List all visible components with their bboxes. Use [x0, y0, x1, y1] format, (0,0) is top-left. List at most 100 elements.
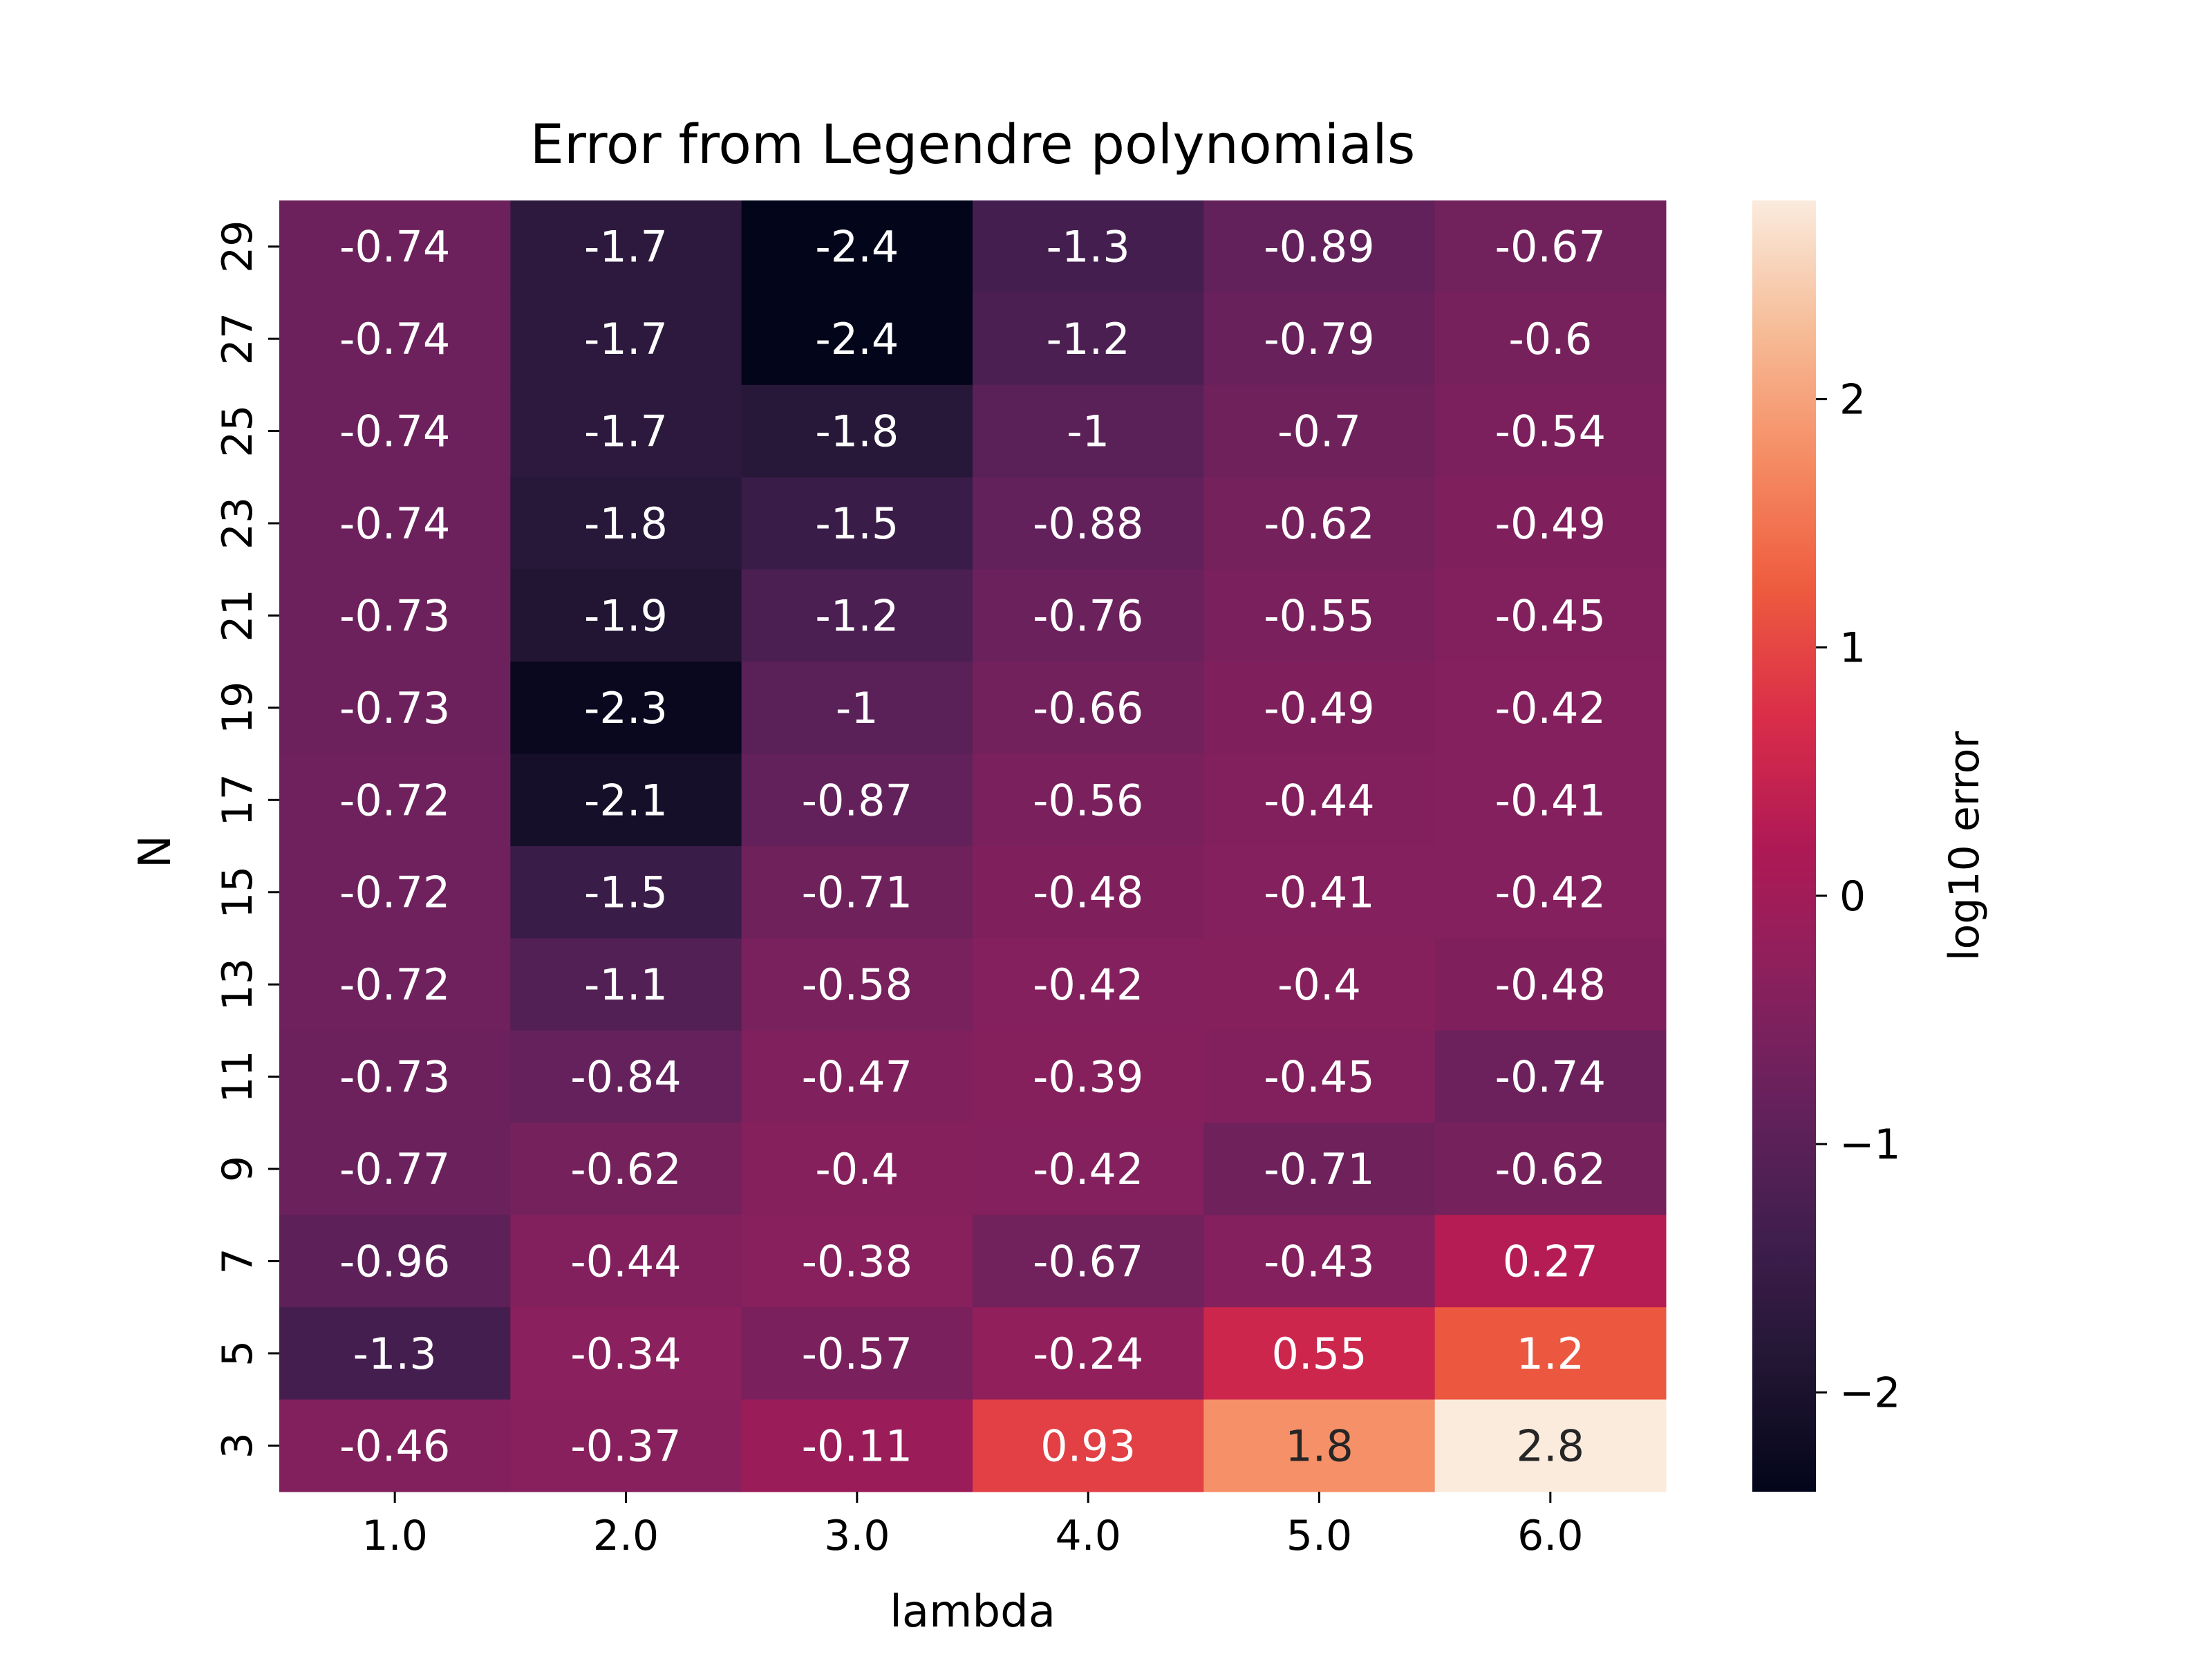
heatmap-cell [741, 846, 973, 939]
cell-value-label: -0.66 [1033, 683, 1143, 733]
heatmap-cell [510, 1215, 742, 1308]
heatmap-cell [973, 753, 1204, 847]
cell-value-label: -0.11 [802, 1421, 912, 1471]
heatmap-cell [973, 1215, 1204, 1308]
heatmap-cell [741, 753, 973, 847]
cell-value-label: -0.71 [1264, 1144, 1374, 1194]
heatmap-cell [1434, 200, 1667, 293]
heatmap-cell [279, 1307, 511, 1400]
cell-value-label: -0.72 [339, 775, 450, 825]
heatmap-cell [973, 1307, 1204, 1400]
heatmap-cell [1203, 1215, 1436, 1308]
heatmap-cell [1434, 1030, 1667, 1123]
y-tick-label: 27 [214, 312, 262, 365]
heatmap-cell [279, 200, 511, 293]
heatmap-cell [1434, 938, 1667, 1031]
heatmap-cell [1434, 1399, 1667, 1492]
colorbar-label: log10 error [1940, 731, 1989, 961]
cell-value-label: -2.4 [815, 314, 899, 364]
cell-value-label: -0.84 [570, 1052, 681, 1103]
heatmap-cell [279, 1399, 511, 1492]
cell-value-label: -0.62 [1495, 1144, 1606, 1194]
heatmap-cell [741, 1123, 973, 1216]
heatmap-cell [1434, 846, 1667, 939]
cell-value-label: -0.89 [1264, 222, 1374, 272]
cell-value-label: -0.44 [1264, 775, 1374, 825]
heatmap-cell [279, 292, 511, 386]
y-axis-label: N [130, 835, 181, 868]
heatmap-cell [1203, 569, 1436, 662]
cell-value-label: -0.49 [1495, 498, 1606, 549]
heatmap-cell [1434, 477, 1667, 570]
cell-value-label: 0.27 [1503, 1236, 1598, 1286]
y-tick-label: 19 [214, 682, 262, 734]
heatmap-cell [1434, 753, 1667, 847]
cell-value-label: -2.3 [584, 683, 668, 733]
heatmap-cell [741, 1399, 973, 1492]
heatmap-cell [1203, 753, 1436, 847]
cell-value-label: -0.47 [802, 1052, 912, 1103]
cell-value-label: -0.42 [1033, 959, 1143, 1010]
heatmap-cell [279, 753, 511, 847]
cell-value-label: -0.41 [1264, 868, 1374, 918]
cell-value-label: -0.4 [815, 1144, 899, 1194]
cell-value-label: -1.2 [1047, 314, 1130, 364]
heatmap-cell [1203, 846, 1436, 939]
cell-value-label: -0.62 [570, 1144, 681, 1194]
cell-value-label: -0.42 [1033, 1144, 1143, 1194]
heatmap-cell [510, 1399, 742, 1492]
heatmap-cell [741, 477, 973, 570]
y-tick-label: 5 [214, 1340, 262, 1367]
cell-value-label: -0.48 [1033, 868, 1143, 918]
heatmap-cell [279, 1215, 511, 1308]
cell-value-label: -1.3 [353, 1329, 437, 1379]
heatmap-cell [973, 938, 1204, 1031]
heatmap-cell [510, 292, 742, 386]
cell-value-label: -0.74 [339, 498, 450, 549]
heatmap-cell [510, 384, 742, 478]
heatmap-cell [279, 846, 511, 939]
cell-value-label: -0.71 [802, 868, 912, 918]
x-tick-label: 3.0 [824, 1512, 890, 1560]
cell-value-label: 0.93 [1040, 1421, 1136, 1471]
cell-value-label: -1 [836, 683, 879, 733]
cell-value-label: -0.24 [1033, 1329, 1143, 1379]
heatmap-cell [1203, 477, 1436, 570]
cell-value-label: -0.77 [339, 1144, 450, 1194]
cell-value-label: -1.7 [584, 406, 668, 457]
colorbar-tick-label: 1 [1839, 624, 1866, 673]
x-tick-label: 4.0 [1055, 1512, 1121, 1560]
cell-value-label: -1.2 [815, 590, 899, 641]
heatmap-cell [279, 938, 511, 1031]
y-tick-label: 13 [214, 958, 262, 1011]
heatmap-cell [741, 1030, 973, 1123]
x-axis: 1.0 2.0 3.0 4.0 5.0 6.0 [362, 1492, 1584, 1560]
cell-value-label: -0.4 [1277, 959, 1361, 1010]
cell-value-label: -0.46 [339, 1421, 450, 1471]
heatmap-cell [973, 569, 1204, 662]
cell-value-label: -0.87 [802, 775, 912, 825]
cell-value-label: -1.7 [584, 222, 668, 272]
cell-value-label: -0.88 [1033, 498, 1143, 549]
heatmap-cell [1434, 384, 1667, 478]
heatmap-cell [973, 1123, 1204, 1216]
cell-value-label: -0.45 [1495, 590, 1606, 641]
cell-value-label: 1.2 [1517, 1329, 1585, 1379]
cell-value-label: -1.7 [584, 314, 668, 364]
colorbar-tick-label: 2 [1839, 375, 1866, 424]
y-tick-label: 25 [214, 404, 262, 457]
x-axis-label: lambda [890, 1586, 1056, 1638]
cell-value-label: -0.72 [339, 868, 450, 918]
cell-value-label: 1.8 [1285, 1421, 1353, 1471]
cell-value-label: -2.4 [815, 222, 899, 272]
cell-value-label: -0.38 [802, 1236, 912, 1286]
y-tick-label: 11 [214, 1050, 262, 1103]
x-tick-label: 6.0 [1517, 1512, 1583, 1560]
cell-value-label: -1.5 [584, 868, 668, 918]
cell-value-label: -0.76 [1033, 590, 1143, 641]
heatmap-cell [741, 292, 973, 386]
heatmap-cell [741, 569, 973, 662]
cell-value-label: -0.67 [1033, 1236, 1143, 1286]
heatmap-cell [510, 1030, 742, 1123]
